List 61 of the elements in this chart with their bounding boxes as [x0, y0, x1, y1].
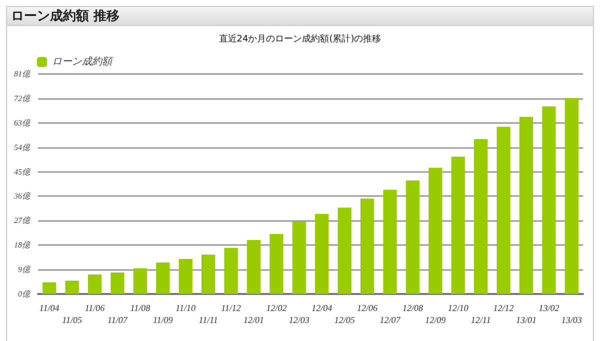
- bar: [110, 272, 124, 294]
- y-tick-label: 81億: [14, 70, 31, 78]
- legend-label: ローン成約額: [52, 56, 114, 68]
- y-tick-label: 54億: [14, 142, 31, 152]
- bar: [65, 280, 79, 294]
- bar: [519, 116, 534, 294]
- y-tick-label: 63億: [14, 118, 31, 128]
- x-tick-label: 13/02: [538, 303, 560, 313]
- y-tick-label: 72億: [14, 94, 31, 103]
- x-tick-label: 11/04: [39, 303, 60, 313]
- bar: [178, 258, 192, 294]
- x-tick-label: 12/02: [266, 303, 288, 313]
- bar: [564, 98, 578, 294]
- x-tick-label: 11/05: [62, 315, 82, 325]
- bar: [360, 198, 374, 294]
- y-tick-label: 27億: [14, 216, 31, 226]
- bar: [451, 156, 465, 294]
- y-tick-label: 9億: [18, 265, 31, 274]
- x-tick-label: 12/12: [493, 303, 514, 313]
- bar: [88, 274, 102, 294]
- bar: [474, 139, 488, 294]
- x-tick-label: 11/09: [152, 315, 174, 325]
- bar: [315, 214, 329, 294]
- x-tick-label: 12/06: [357, 303, 378, 313]
- y-tick-label: 45億: [14, 167, 31, 176]
- x-tick-label: 12/07: [380, 315, 401, 325]
- bar: [246, 240, 261, 294]
- x-tick-label: 12/01: [243, 315, 264, 325]
- x-tick-label: 12/10: [448, 303, 469, 313]
- chart-subtitle: 直近24か月のローン成約額(累計)の推移: [218, 34, 382, 44]
- x-tick-label: 13/03: [561, 315, 582, 325]
- bar: [270, 234, 284, 294]
- bar: [496, 126, 510, 294]
- bar: [383, 190, 397, 294]
- x-tick-label: 12/08: [402, 303, 424, 313]
- y-tick-label: 18億: [14, 240, 31, 250]
- bar: [338, 208, 352, 294]
- bar: [406, 180, 420, 294]
- bar: [202, 254, 216, 294]
- y-tick-label: 0億: [18, 290, 31, 298]
- x-tick-label: 12/03: [288, 315, 310, 325]
- x-tick-label: 11/07: [108, 315, 128, 325]
- x-tick-label: 12/04: [312, 303, 333, 313]
- bar: [428, 168, 442, 294]
- bar: [133, 268, 147, 294]
- x-tick-label: 11/12: [221, 303, 242, 313]
- x-tick-label: 12/11: [470, 315, 491, 325]
- x-tick-label: 11/11: [198, 315, 218, 325]
- y-tick-label: 36億: [13, 192, 31, 201]
- bar: [224, 248, 238, 294]
- x-tick-label: 13/01: [516, 315, 536, 325]
- x-tick-label: 12/09: [425, 315, 446, 325]
- bar: [292, 221, 306, 294]
- x-tick-label: 11/08: [130, 303, 151, 313]
- bar: [42, 282, 56, 294]
- bar: [542, 106, 556, 294]
- bar: [156, 262, 170, 294]
- x-tick-label: 11/10: [176, 303, 196, 313]
- chart-title: ローン成約額 推移: [6, 6, 594, 26]
- x-tick-label: 11/06: [84, 303, 106, 313]
- x-tick-label: 12/05: [334, 315, 356, 325]
